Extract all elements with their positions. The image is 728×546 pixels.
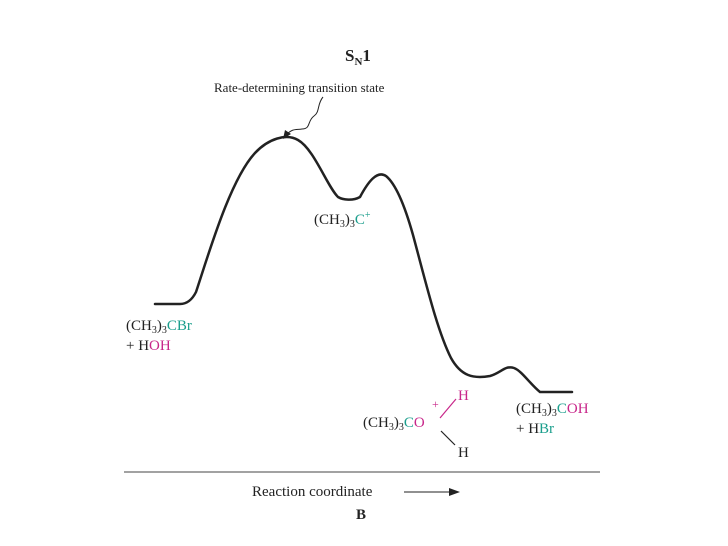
reactant-water: + HOH	[126, 338, 171, 354]
carbocation-intermediate: (CH3)3C+	[314, 210, 371, 230]
oxonium-bond-top	[439, 398, 457, 419]
annotation-arrow	[285, 96, 324, 136]
product-hbr: + HBr	[516, 421, 555, 437]
transition-state-annotation: Rate-determining transition state	[214, 80, 385, 95]
product-alcohol: (CH3)3COH	[516, 401, 589, 419]
reactant-formula: (CH3)3CBr	[126, 318, 192, 336]
x-axis-arrowhead	[449, 488, 460, 496]
panel-label: B	[356, 507, 367, 523]
oxonium-bond-bottom	[440, 430, 456, 446]
x-axis-label: Reaction coordinate	[252, 484, 373, 500]
mechanism-title: SN1	[345, 46, 371, 68]
oxonium-intermediate: (CH3)3CO	[363, 415, 425, 433]
energy-profile-curve	[153, 135, 574, 394]
oxonium-h-bottom: H	[458, 445, 469, 461]
oxonium-charge: +	[432, 397, 439, 411]
annotation-arrowhead	[283, 130, 291, 139]
oxonium-h-top: H	[458, 388, 469, 404]
